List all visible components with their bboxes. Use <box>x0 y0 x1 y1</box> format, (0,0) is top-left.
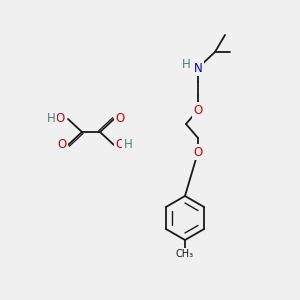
Text: N: N <box>194 61 202 74</box>
Text: O: O <box>194 146 202 158</box>
Text: O: O <box>116 139 124 152</box>
Text: O: O <box>194 103 202 116</box>
Text: CH₃: CH₃ <box>176 249 194 259</box>
Text: H: H <box>124 139 132 152</box>
Text: O: O <box>116 112 124 125</box>
Text: O: O <box>56 112 64 125</box>
Text: H: H <box>182 58 190 70</box>
Text: O: O <box>57 139 67 152</box>
Text: H: H <box>46 112 56 125</box>
